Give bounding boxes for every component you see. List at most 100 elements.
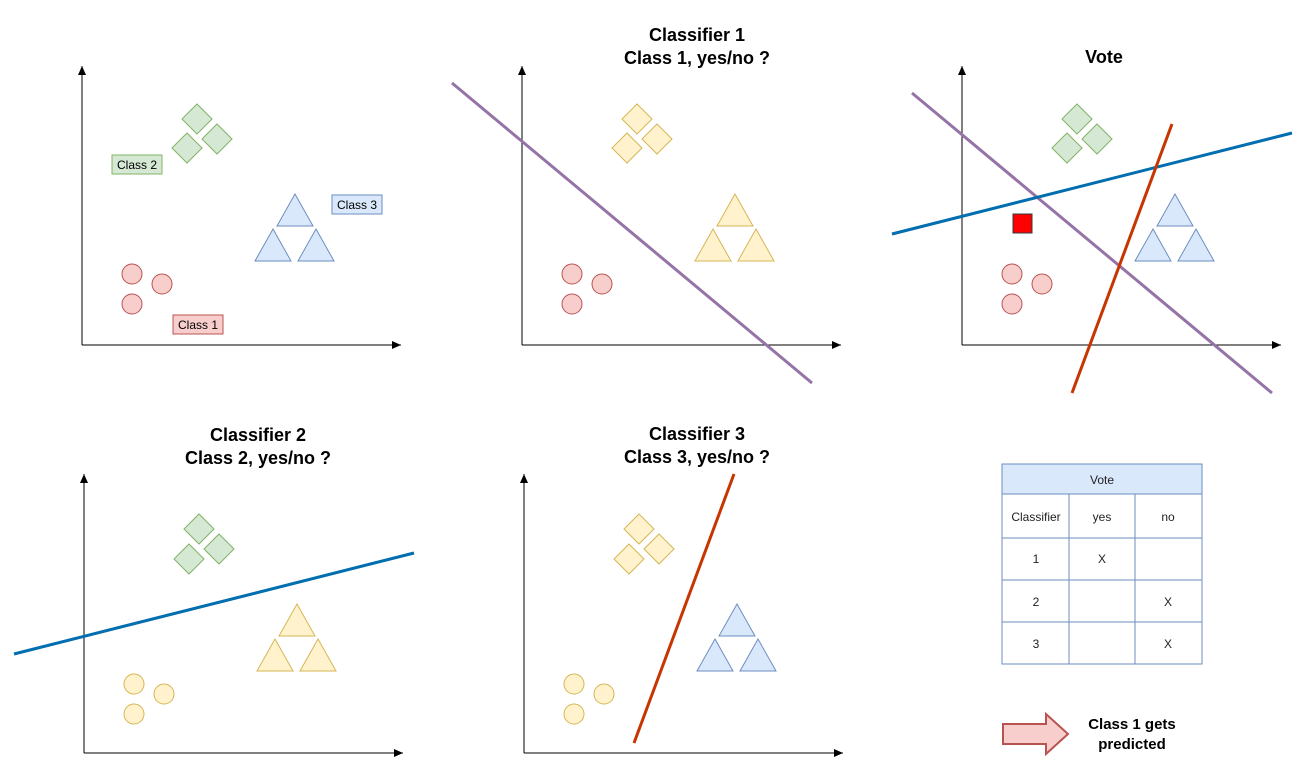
classifier2-subtitle: Class 2, yes/no ? (185, 448, 331, 468)
class1-circle (151, 273, 173, 295)
neutral-circle (123, 673, 145, 695)
vote-table-cell: 2 (1033, 595, 1040, 609)
classifier2-decision-line (13, 551, 415, 656)
vote-table: Vote Classifier yes no 1 X 2 X 3 X (1001, 463, 1203, 665)
neutral-circle (123, 703, 145, 725)
neutral-circle (153, 683, 175, 705)
vote-table-cell: X (1164, 595, 1172, 609)
vote-panel: Vote (891, 47, 1293, 395)
class1-circle (121, 263, 143, 285)
class2-diamond-group (171, 103, 233, 164)
vote-table-title: Vote (1090, 473, 1114, 487)
svg-text:Class 2: Class 2 (117, 158, 157, 172)
classifier1-panel: Classifier 1 Class 1, yes/no ? (451, 25, 841, 385)
class1-circle-group (561, 263, 613, 315)
class2-diamond (1061, 103, 1093, 135)
class1-label: Class 1 (172, 314, 224, 335)
classifier1-subtitle: Class 1, yes/no ? (624, 48, 770, 68)
class1-circle (561, 263, 583, 285)
class2-diamond-group (1051, 103, 1113, 164)
class2-diamond-group (173, 513, 235, 575)
class2-diamond (173, 543, 205, 575)
neutral-triangle (694, 227, 732, 262)
classifier2-title: Classifier 2 (210, 425, 306, 445)
vote-table-header-cell: no (1161, 510, 1175, 524)
data-panel: Class 2 Class 3 Class 1 (78, 66, 401, 349)
neutral-diamond (611, 132, 643, 164)
classifier2-panel: Classifier 2 Class 2, yes/no ? (13, 425, 415, 757)
result-text-line2: predicted (1098, 736, 1166, 753)
vote-table-cell: X (1164, 637, 1172, 651)
class3-triangle (1156, 192, 1194, 227)
neutral-triangle (256, 637, 294, 672)
neutral-diamond (641, 123, 673, 155)
neutral-triangle-group (694, 192, 775, 262)
classifier3-decision-line (632, 473, 736, 744)
class1-circle (591, 273, 613, 295)
class2-diamond (183, 513, 215, 545)
classifier1-decision-line (911, 91, 1273, 395)
result-arrow-icon (1002, 711, 1070, 757)
class1-circle-group (1001, 263, 1053, 315)
class3-triangle (696, 637, 734, 672)
classifier1-title: Classifier 1 (649, 25, 745, 45)
class3-triangle-group (696, 602, 777, 672)
neutral-circle-group (563, 673, 615, 725)
neutral-circle (563, 673, 585, 695)
classifier3-subtitle: Class 3, yes/no ? (624, 447, 770, 467)
neutral-diamond (623, 513, 655, 545)
class2-diamond (171, 132, 203, 164)
class1-circle (561, 293, 583, 315)
neutral-circle (563, 703, 585, 725)
svg-text:Class 3: Class 3 (337, 198, 377, 212)
class3-triangle (739, 637, 777, 672)
class3-triangle (1134, 227, 1172, 262)
classifier3-panel: Classifier 3 Class 3, yes/no ? (520, 424, 843, 757)
result-callout: Class 1 gets predicted (1002, 711, 1176, 757)
result-text-line1: Class 1 gets (1088, 716, 1176, 733)
vote-table-cell: 1 (1033, 552, 1040, 566)
class3-triangle-group (254, 192, 335, 262)
class3-triangle (297, 227, 335, 262)
neutral-circle-group (123, 673, 175, 725)
classifier3-decision-line (1070, 123, 1174, 394)
neutral-diamond-group (611, 103, 673, 164)
class2-diamond (203, 533, 235, 565)
class2-diamond (1051, 132, 1083, 164)
class3-triangle (276, 192, 314, 227)
vote-title: Vote (1085, 47, 1123, 67)
class2-diamond (201, 123, 233, 155)
class3-triangle (1177, 227, 1215, 262)
class3-triangle-group (1134, 192, 1215, 262)
class3-triangle (718, 602, 756, 637)
neutral-diamond (643, 533, 675, 565)
vote-table-header-cell: yes (1093, 510, 1112, 524)
vote-table-cell: X (1098, 552, 1106, 566)
class1-circle (121, 293, 143, 315)
vote-table-header (1001, 463, 1203, 495)
neutral-circle (593, 683, 615, 705)
neutral-diamond (621, 103, 653, 135)
class3-triangle (254, 227, 292, 262)
class1-circle (1001, 293, 1023, 315)
neutral-diamond (613, 543, 645, 575)
neutral-triangle (737, 227, 775, 262)
vote-table-header-cell: Classifier (1011, 510, 1060, 524)
neutral-triangle (716, 192, 754, 227)
classifier2-decision-line (891, 131, 1293, 236)
class2-label: Class 2 (111, 154, 163, 175)
class2-diamond (1081, 123, 1113, 155)
neutral-triangle (299, 637, 337, 672)
query-point (1012, 213, 1033, 234)
neutral-triangle-group (256, 602, 337, 672)
classifier3-title: Classifier 3 (649, 424, 745, 444)
class1-circle (1031, 273, 1053, 295)
classifier1-decision-line (451, 81, 813, 385)
vote-table-cell: 3 (1033, 637, 1040, 651)
class3-label: Class 3 (331, 194, 383, 215)
neutral-diamond-group (613, 513, 675, 575)
svg-text:Class 1: Class 1 (178, 318, 218, 332)
neutral-triangle (278, 602, 316, 637)
class1-circle-group (121, 263, 173, 315)
